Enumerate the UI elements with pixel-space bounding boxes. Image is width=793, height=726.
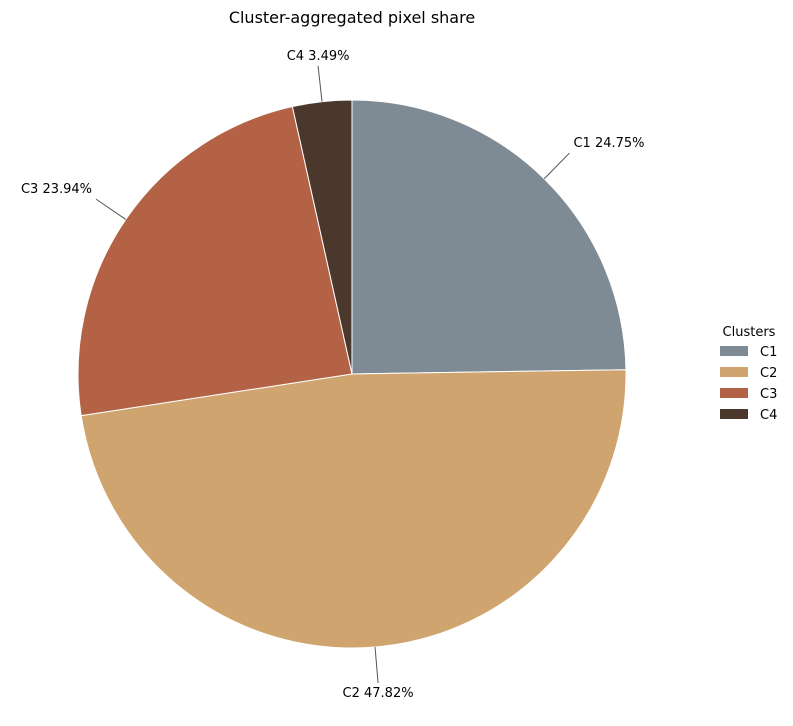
slice-label-c1: C1 24.75% bbox=[573, 136, 644, 151]
legend-swatch-c1 bbox=[720, 346, 748, 356]
legend-label-c3: C3 bbox=[760, 387, 777, 402]
pie-slice-c1 bbox=[351, 99, 627, 375]
legend-swatch-c2 bbox=[720, 367, 748, 377]
slice-labels: C1 24.75% C2 47.82% C3 23.94% C4 3.49% bbox=[21, 49, 645, 701]
slice-label-c2: C2 47.82% bbox=[343, 686, 414, 701]
legend-label-c4: C4 bbox=[760, 408, 777, 423]
leader-line-c3 bbox=[95, 198, 127, 220]
legend-swatch-c3 bbox=[720, 388, 748, 398]
legend-title: Clusters bbox=[723, 325, 776, 340]
pie-slice-c4 bbox=[291, 99, 353, 375]
legend: Clusters C1 C2 C3 C4 bbox=[720, 325, 777, 423]
pie-slice-c2 bbox=[80, 369, 627, 649]
legend-swatch-c4 bbox=[720, 409, 748, 419]
legend-label-c1: C1 bbox=[760, 345, 777, 360]
leader-line-c1 bbox=[543, 152, 570, 180]
pie-slices bbox=[77, 99, 627, 649]
leader-line-c2 bbox=[374, 646, 379, 683]
slice-label-c4: C4 3.49% bbox=[287, 49, 350, 64]
chart-title: Cluster-aggregated pixel share bbox=[229, 8, 475, 27]
leader-line-c4 bbox=[317, 65, 323, 102]
slice-label-c3: C3 23.94% bbox=[21, 182, 92, 197]
legend-label-c2: C2 bbox=[760, 366, 777, 381]
